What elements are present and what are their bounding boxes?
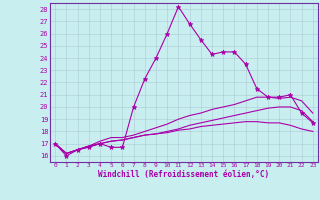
X-axis label: Windchill (Refroidissement éolien,°C): Windchill (Refroidissement éolien,°C) bbox=[99, 170, 269, 179]
